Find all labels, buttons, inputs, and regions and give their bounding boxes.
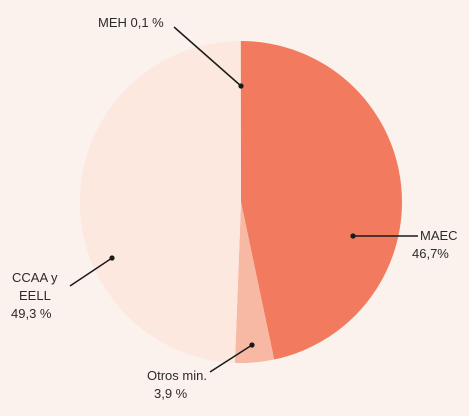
leader-dot-maec [350, 233, 356, 239]
pie-slice-ccaa-y-eell [79, 41, 241, 363]
leader-lines [69, 26, 418, 373]
label-ccaa-line1: CCAA y [12, 270, 58, 285]
data-labels: MEH 0,1 % MAEC 46,7% Otros min. 3,9 % CC… [11, 15, 458, 401]
leader-dot-meh [238, 83, 244, 89]
label-otros-value: 3,9 % [154, 386, 188, 401]
label-maec-name: MAEC [420, 228, 458, 243]
label-otros-name: Otros min. [147, 368, 207, 383]
label-maec-value: 46,7% [412, 246, 449, 261]
label-ccaa-line2: EELL [19, 288, 51, 303]
pie-slice-meh [239, 40, 241, 203]
label-meh: MEH 0,1 % [98, 15, 164, 30]
pie-slice-maec [241, 41, 402, 360]
leader-line-ccaa [69, 257, 113, 287]
leader-dot-otros [249, 342, 255, 348]
leader-dot-ccaa [109, 255, 115, 261]
leader-line-otros [209, 344, 253, 373]
pie-slice-otros-min [234, 202, 275, 364]
pie-slices [79, 40, 402, 364]
leader-line-meh [173, 26, 242, 87]
label-ccaa-value: 49,3 % [11, 306, 52, 321]
